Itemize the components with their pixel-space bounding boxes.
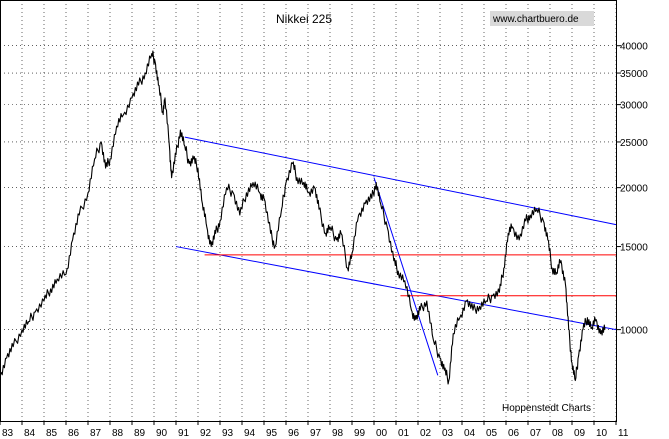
x-tick-label: 89: [134, 428, 146, 439]
x-tick-label: 02: [420, 428, 432, 439]
x-tick-label: 90: [156, 428, 168, 439]
y-tick-label: 30000: [620, 101, 648, 112]
series-group: [0, 50, 606, 385]
x-tick-label: 11: [618, 428, 629, 439]
trendlines: [175, 136, 617, 376]
y-tick-label: 15000: [620, 243, 648, 254]
x-tick-label: 10: [596, 428, 608, 439]
x-tick-label: 04: [464, 428, 476, 439]
credit-label: Hoppenstedt Charts: [502, 403, 591, 414]
x-tick-label: 96: [288, 428, 300, 439]
y-axis: 10000 15000 20000 25000 30000 35000 40000: [616, 42, 648, 337]
trendline: [184, 136, 617, 226]
y-tick-label: 20000: [620, 184, 648, 195]
x-tick-label: 00: [376, 428, 388, 439]
x-tick-label: 08: [552, 428, 564, 439]
y-tick-label: 10000: [620, 326, 648, 337]
trendline: [175, 246, 617, 331]
x-tick-label: 07: [530, 428, 542, 439]
x-axis: 83 84 85 86 87 88 89 90 91 92 93 94 95 96 97 98 99 00 01 02…: [0, 421, 629, 439]
x-tick-label: 93: [222, 428, 234, 439]
source-label: www.chartbuero.de: [492, 14, 579, 25]
y-tick-label: 40000: [620, 42, 648, 53]
x-tick-label: 95: [266, 428, 278, 439]
x-tick-label: 98: [332, 428, 344, 439]
x-tick-label: 83: [2, 428, 14, 439]
grid: [0, 0, 617, 421]
trendline: [373, 177, 439, 376]
x-tick-label: 09: [574, 428, 586, 439]
x-tick-label: 88: [112, 428, 124, 439]
chart-title: Nikkei 225: [276, 12, 332, 26]
y-tick-label: 35000: [620, 69, 648, 80]
source-label-bg: [490, 11, 594, 26]
x-tick-label: 94: [244, 428, 256, 439]
x-tick-label: 92: [200, 428, 212, 439]
x-tick-label: 87: [90, 428, 102, 439]
series-line: [0, 50, 606, 385]
x-tick-label: 84: [24, 428, 36, 439]
y-tick-label: 25000: [620, 138, 648, 149]
x-tick-label: 85: [46, 428, 58, 439]
x-tick-label: 03: [442, 428, 454, 439]
x-tick-label: 86: [68, 428, 80, 439]
x-tick-label: 99: [354, 428, 366, 439]
x-tick-label: 01: [398, 428, 410, 439]
x-tick-label: 06: [508, 428, 520, 439]
x-tick-label: 91: [178, 428, 190, 439]
x-tick-label: 05: [486, 428, 498, 439]
x-tick-label: 97: [310, 428, 322, 439]
